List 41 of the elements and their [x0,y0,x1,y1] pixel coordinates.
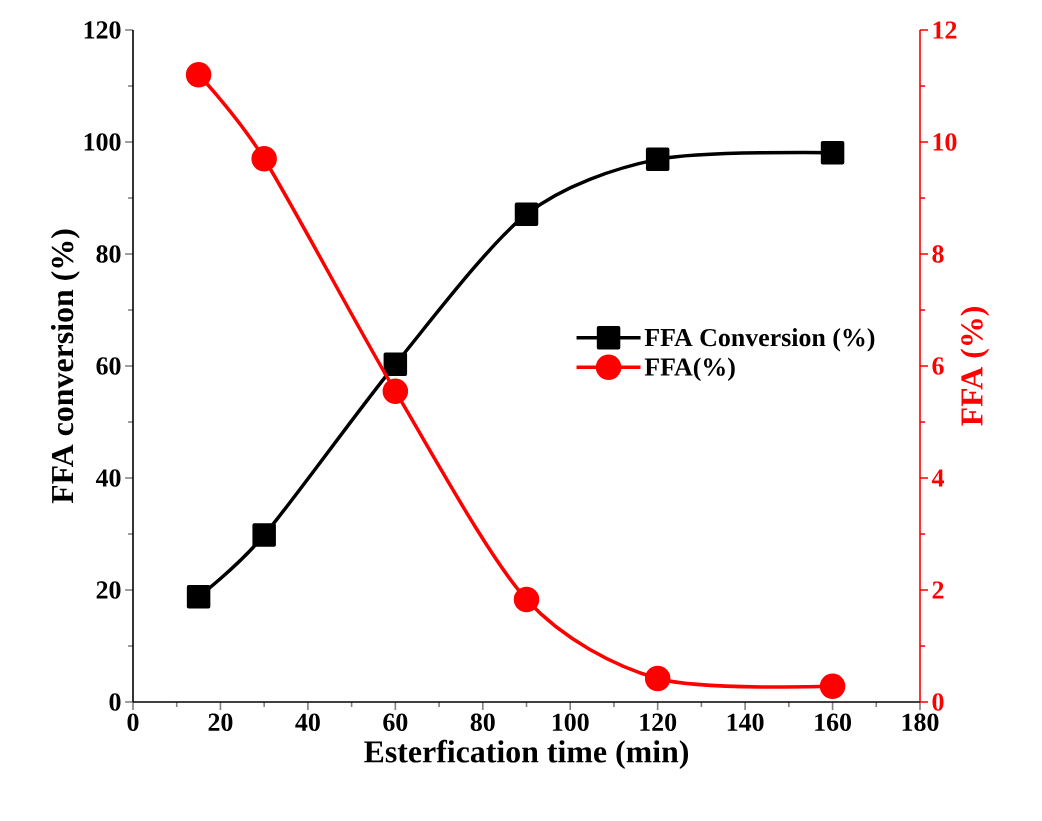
x-tick-label: 160 [815,713,852,731]
y2-tick-label: 4 [931,469,944,487]
legend-label: FFA(%) [644,357,735,382]
point [820,140,845,165]
y-tick-label: 60 [96,357,121,375]
y2-axis-title: FFA (%) [960,307,990,426]
y-tick-label: 20 [96,581,121,599]
y-axis-title: FFA conversion (%) [50,229,80,504]
point [186,584,211,609]
x-tick-label: 60 [383,713,408,731]
point [819,673,846,700]
y2-tick-label: 12 [933,21,957,39]
y2-tick-label: 10 [933,133,957,151]
point [644,665,671,692]
x-tick-label: 20 [208,713,233,731]
y-tick-label: 100 [84,133,121,151]
x-tick-label: 140 [727,713,764,731]
point [382,378,409,404]
y2-tick-label: 2 [932,581,944,599]
y2-tick-label: 6 [932,357,944,375]
point [645,147,670,172]
point [513,586,540,613]
y-tick-label: 80 [96,245,121,263]
y-tick-label: 120 [84,21,121,39]
y-tick-label: 0 [109,693,121,711]
y2-tick-label: 8 [932,245,944,263]
y2-tick-label: 0 [932,693,944,711]
point [252,523,276,547]
x-tick-label: 120 [640,713,677,731]
x-tick-label: 40 [295,713,320,731]
point [514,202,539,226]
x-tick-label: 0 [127,713,139,731]
point [251,146,277,172]
y-tick-label: 40 [95,469,121,487]
x-tick-label: 180 [902,713,939,731]
x-tick-label: 80 [470,713,495,731]
point [185,62,212,88]
x-axis-title: Esterfication time (min) [364,739,689,770]
point [383,352,408,377]
x-tick-label: 100 [552,713,589,731]
legend-label: FFA Conversion (%) [644,328,875,352]
